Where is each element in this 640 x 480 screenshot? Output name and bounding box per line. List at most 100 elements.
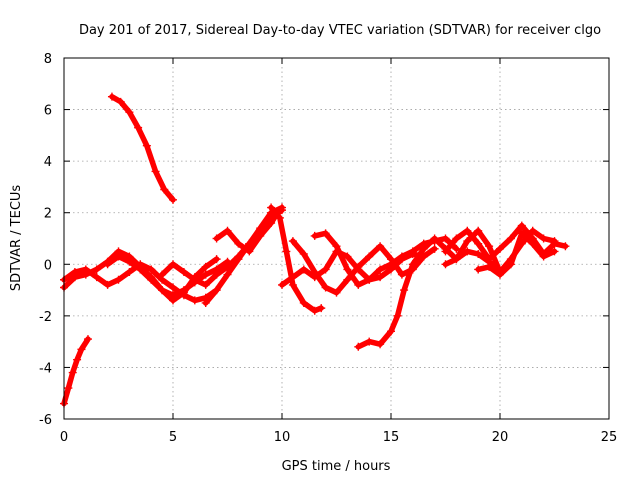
data-point [441,260,450,269]
data-point [256,224,265,233]
data-point [321,265,330,274]
data-point [179,288,188,297]
data-point [136,265,145,274]
data-point [103,260,112,269]
data-point [245,247,254,256]
data-point [169,296,177,305]
plot-frame [63,57,610,420]
data-point [114,275,123,284]
data-point [158,270,167,279]
data-point [267,219,276,228]
data-point [64,384,73,393]
data-point [212,255,221,264]
data-point [474,226,483,235]
data-point [321,283,330,292]
data-point [107,92,116,101]
data-point [68,368,77,377]
data-point [419,244,428,253]
data-point [310,231,319,240]
data-point [343,275,352,284]
data-point [400,286,409,295]
data-point [288,273,297,282]
data-point [103,280,112,289]
data-point [441,234,450,243]
data-point [223,270,232,279]
data-point [77,345,86,354]
data-point [212,286,221,295]
data-point [430,234,439,243]
series-line [268,204,324,314]
series-line [202,204,285,306]
data-point [539,252,548,261]
y-tick-label: 2 [44,207,52,222]
data-point [310,306,319,315]
data-point [354,280,363,289]
series-s13 [354,226,504,351]
data-point [506,234,515,243]
data-point [234,239,243,248]
data-point [116,97,125,106]
data-point [125,108,134,117]
data-point [278,203,286,212]
x-tick-label: 10 [274,430,291,445]
data-point [275,213,284,222]
data-point [376,265,385,274]
series-s1 [60,335,92,408]
axis-ticks: 0 5 10 15 20 25 -6 -4 -2 0 2 4 6 8 [39,52,617,445]
data-point [408,260,417,269]
data-point [201,280,210,289]
data-point [474,239,483,248]
data-point [282,247,291,256]
data-point [474,265,483,274]
data-point [83,335,92,344]
data-point [463,247,472,256]
data-point [463,237,472,246]
series-s5 [103,252,221,305]
data-point [299,249,308,258]
data-point [332,242,341,251]
y-tick-label: 0 [44,258,52,273]
series-s9 [267,203,326,315]
data-point [299,298,308,307]
data-point [179,268,188,277]
data-point [517,239,526,248]
data-series [60,92,570,408]
data-point [528,239,537,248]
data-point [376,273,385,282]
series-s4 [60,260,221,305]
y-tick-label: -6 [39,413,52,428]
data-point [267,203,276,212]
data-point [288,237,297,246]
data-point [517,229,526,238]
data-point [81,265,90,274]
data-point [142,141,151,150]
y-tick-label: 8 [44,52,52,67]
series-line [442,222,569,262]
data-point [190,275,199,284]
data-point [506,255,515,264]
data-point [561,242,570,251]
data-point [387,327,395,336]
data-point [278,280,286,289]
data-point [256,231,265,240]
data-point [397,252,406,261]
data-point [92,265,101,274]
data-point [376,242,385,251]
data-point [354,262,363,271]
x-tick-label: 25 [601,430,618,445]
data-point [452,255,461,264]
data-point [485,242,494,251]
data-point [387,260,395,269]
data-point [147,275,156,284]
data-point [169,260,177,269]
data-point [528,226,537,235]
series-s16 [441,226,559,277]
series-s2 [107,92,177,204]
y-tick-label: 4 [44,155,52,170]
data-point [463,226,472,235]
data-point [539,234,548,243]
data-point [496,244,504,253]
data-point [376,340,385,349]
data-point [160,185,169,194]
chart-title: Day 201 of 2017, Sidereal Day-to-day VTE… [79,23,601,38]
